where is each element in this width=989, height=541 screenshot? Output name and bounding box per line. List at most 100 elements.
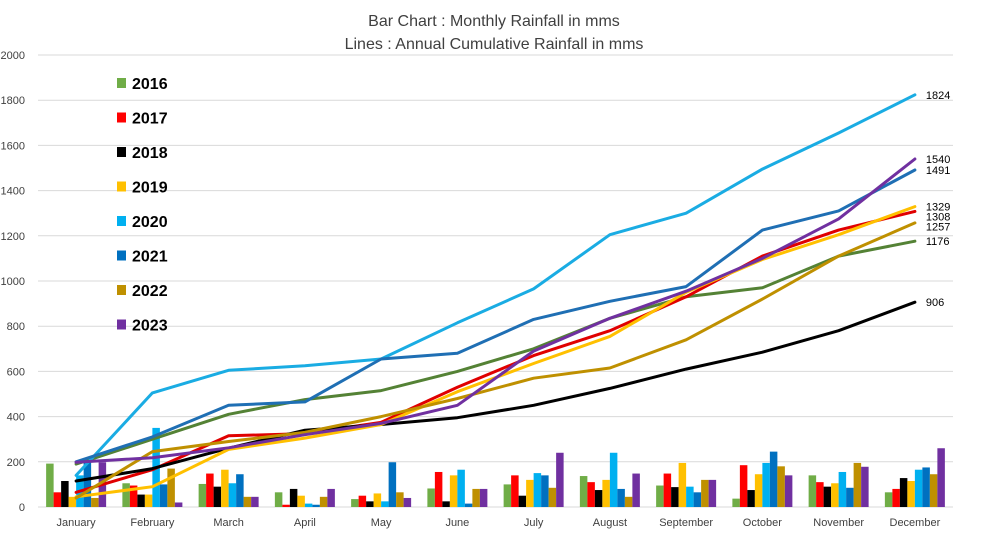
bar-2017-may	[358, 495, 367, 507]
bar-2016-january	[46, 463, 54, 507]
bar-2019-november	[831, 483, 839, 507]
bar-2020-november	[838, 471, 847, 507]
x-axis-ticks: January February March April May June July Augu…	[57, 517, 941, 529]
end-label-2020: 1824	[926, 90, 950, 102]
chart-title: Bar Chart : Monthly Rainfall in mms	[368, 13, 620, 30]
bar-2023-november	[861, 466, 869, 507]
legend: 2016 2017 2018 2019 2020 2021 2022 2023	[117, 76, 168, 335]
bar-2017-september	[663, 473, 672, 507]
bar-2023-april	[327, 488, 335, 507]
legend-label-2020: 2020	[132, 214, 168, 231]
x-tick-label: August	[593, 517, 627, 529]
bar-2020-december	[914, 469, 923, 507]
bar-2019-august	[602, 479, 610, 507]
bar-2023-february	[174, 502, 183, 507]
bar-2021-may	[388, 462, 397, 507]
bar-2019-september	[678, 462, 687, 507]
bar-2016-may	[351, 499, 359, 507]
cumulative-lines	[74, 93, 917, 500]
end-label-2023: 1540	[926, 154, 950, 166]
line-2022	[74, 221, 917, 500]
end-label-2021: 1491	[926, 165, 950, 177]
bar-2016-december	[884, 492, 893, 507]
bar-2016-september	[656, 485, 664, 507]
bar-2022-august	[624, 496, 633, 507]
bar-2022-december	[929, 474, 938, 507]
bar-2022-february	[167, 468, 175, 507]
bar-2018-july	[518, 495, 527, 507]
bar-2018-november	[823, 486, 832, 507]
bar-2020-august	[609, 452, 618, 507]
bar-2016-july	[503, 484, 512, 507]
bar-2016-april	[274, 492, 283, 507]
bar-2022-october	[777, 466, 785, 507]
legend-swatch-2023	[117, 319, 126, 330]
bar-2020-march	[228, 483, 237, 507]
y-tick-label: 2000	[1, 50, 25, 62]
bar-2019-february	[144, 494, 153, 507]
bar-2021-january	[83, 461, 92, 507]
bar-2016-february	[122, 483, 130, 507]
line-2019	[74, 205, 917, 499]
y-tick-label: 200	[7, 457, 25, 469]
legend-swatch-2019	[117, 181, 126, 192]
bar-2017-april	[282, 504, 290, 507]
bar-2018-april	[289, 488, 298, 507]
bar-2020-july	[533, 473, 542, 507]
bar-2020-september	[686, 486, 694, 507]
y-tick-label: 1200	[1, 231, 25, 243]
line-2016	[74, 239, 917, 466]
legend-label-2016: 2016	[132, 76, 168, 93]
bar-2016-august	[579, 476, 588, 507]
bar-2022-september	[701, 479, 709, 507]
x-tick-label: April	[294, 517, 316, 529]
y-tick-label: 1600	[1, 140, 25, 152]
bar-2017-december	[892, 488, 900, 507]
bar-2016-june	[427, 488, 435, 507]
legend-swatch-2017	[117, 112, 126, 123]
bar-2022-march	[243, 496, 252, 507]
bar-2019-march	[221, 469, 229, 507]
bar-2020-may	[381, 501, 389, 507]
bar-2023-august	[632, 473, 640, 507]
bar-2022-january	[91, 497, 99, 507]
end-label-2017: 1308	[926, 212, 950, 224]
bar-2021-february	[159, 484, 168, 507]
bar-2018-june	[442, 501, 450, 507]
end-label-2018: 906	[926, 297, 944, 309]
bar-2022-november	[853, 462, 862, 507]
y-tick-label: 1800	[1, 95, 25, 107]
bar-2021-august	[617, 488, 625, 507]
x-tick-label: January	[57, 517, 97, 529]
y-tick-label: 0	[19, 502, 25, 514]
x-tick-label: May	[371, 517, 392, 529]
bar-2016-november	[808, 475, 817, 507]
legend-swatch-2018	[117, 147, 126, 157]
bar-2019-october	[754, 474, 763, 507]
bar-2020-april	[304, 503, 313, 507]
monthly-bars	[46, 427, 945, 507]
bar-2018-january	[61, 481, 69, 507]
bar-2019-january	[68, 496, 77, 507]
bar-2022-june	[472, 488, 480, 507]
gridlines	[38, 54, 953, 508]
line-2021	[74, 168, 917, 464]
bar-2018-december	[899, 478, 908, 507]
legend-swatch-2021	[117, 250, 126, 261]
bar-2021-june	[464, 503, 473, 507]
bar-2018-may	[366, 501, 374, 507]
x-tick-label: February	[130, 517, 175, 529]
line-2023	[74, 157, 917, 464]
legend-label-2021: 2021	[132, 249, 168, 266]
bar-2019-december	[907, 481, 915, 507]
bar-2017-february	[129, 485, 138, 507]
y-tick-label: 1000	[1, 276, 25, 288]
bar-2017-march	[206, 473, 214, 507]
bar-2023-july	[556, 452, 564, 507]
bar-2017-january	[53, 492, 62, 507]
end-label-2019: 1329	[926, 202, 950, 214]
x-tick-label: June	[445, 517, 469, 529]
legend-label-2018: 2018	[132, 145, 168, 162]
